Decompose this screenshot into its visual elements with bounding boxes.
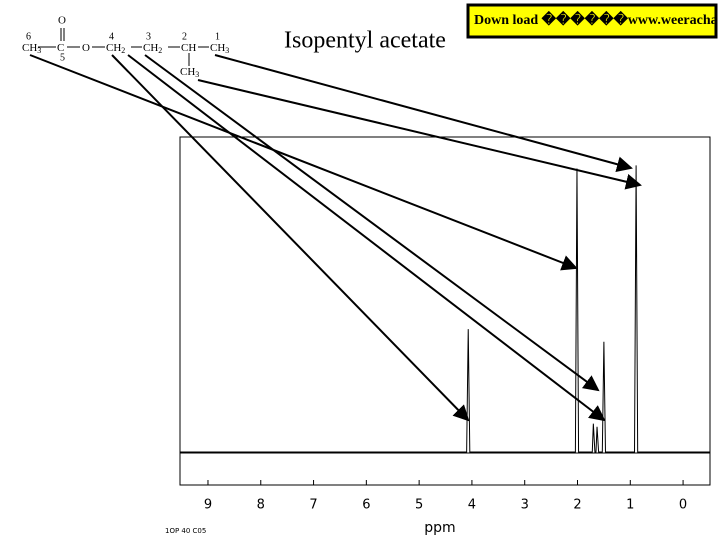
atom-number: 1 <box>215 31 220 42</box>
group: CH2 <box>106 42 125 55</box>
group: CH3 <box>22 42 41 55</box>
group-sub: 2 <box>121 46 125 55</box>
x-axis-label: ppm <box>424 520 455 536</box>
group-main: CH <box>181 42 196 54</box>
spectrum <box>180 165 710 453</box>
x-tick-label: 8 <box>257 498 265 513</box>
title: Isopentyl acetate <box>284 28 446 54</box>
x-tick-label: 4 <box>468 498 476 513</box>
bonds <box>38 28 209 66</box>
atom-number: 5 <box>60 52 65 63</box>
x-tick-label: 6 <box>362 498 370 513</box>
group: O <box>82 42 90 54</box>
x-tick-label: 3 <box>521 498 529 513</box>
x-tick-label: 2 <box>573 498 581 513</box>
group-sub: 3 <box>195 70 199 79</box>
footnote: 1OP 40 C05 <box>165 527 206 535</box>
x-tick-label: 9 <box>204 498 212 513</box>
group-main: CH <box>22 42 37 54</box>
group-main: O <box>82 42 90 54</box>
banner-box <box>466 3 718 39</box>
atom-number: 4 <box>109 31 114 42</box>
atom-number: 3 <box>146 31 151 42</box>
group-sub: 2 <box>158 46 162 55</box>
group: CH2 <box>143 42 162 55</box>
arrows <box>29 54 642 422</box>
group: CH3 <box>180 66 199 79</box>
group: CH <box>181 42 196 54</box>
x-tick-label: 0 <box>679 498 687 513</box>
x-tick-label: 7 <box>309 498 317 513</box>
group-main: CH <box>210 42 225 54</box>
group-main: C <box>57 42 64 54</box>
group-main: CH <box>106 42 121 54</box>
atom-number: 6 <box>26 31 31 42</box>
atom-number: 2 <box>182 31 187 42</box>
x-tick-label: 5 <box>415 498 423 513</box>
x-tick-label: 1 <box>626 498 634 513</box>
group-main: CH <box>143 42 158 54</box>
banner: Down load ������www.weeracha <box>474 10 718 28</box>
frame <box>179 136 711 486</box>
group: CH3 <box>210 42 229 55</box>
group-sub: 3 <box>225 46 229 55</box>
group-main: CH <box>180 66 195 78</box>
group: C <box>57 42 64 54</box>
oxygen: O <box>58 15 66 27</box>
group-sub: 3 <box>37 46 41 55</box>
